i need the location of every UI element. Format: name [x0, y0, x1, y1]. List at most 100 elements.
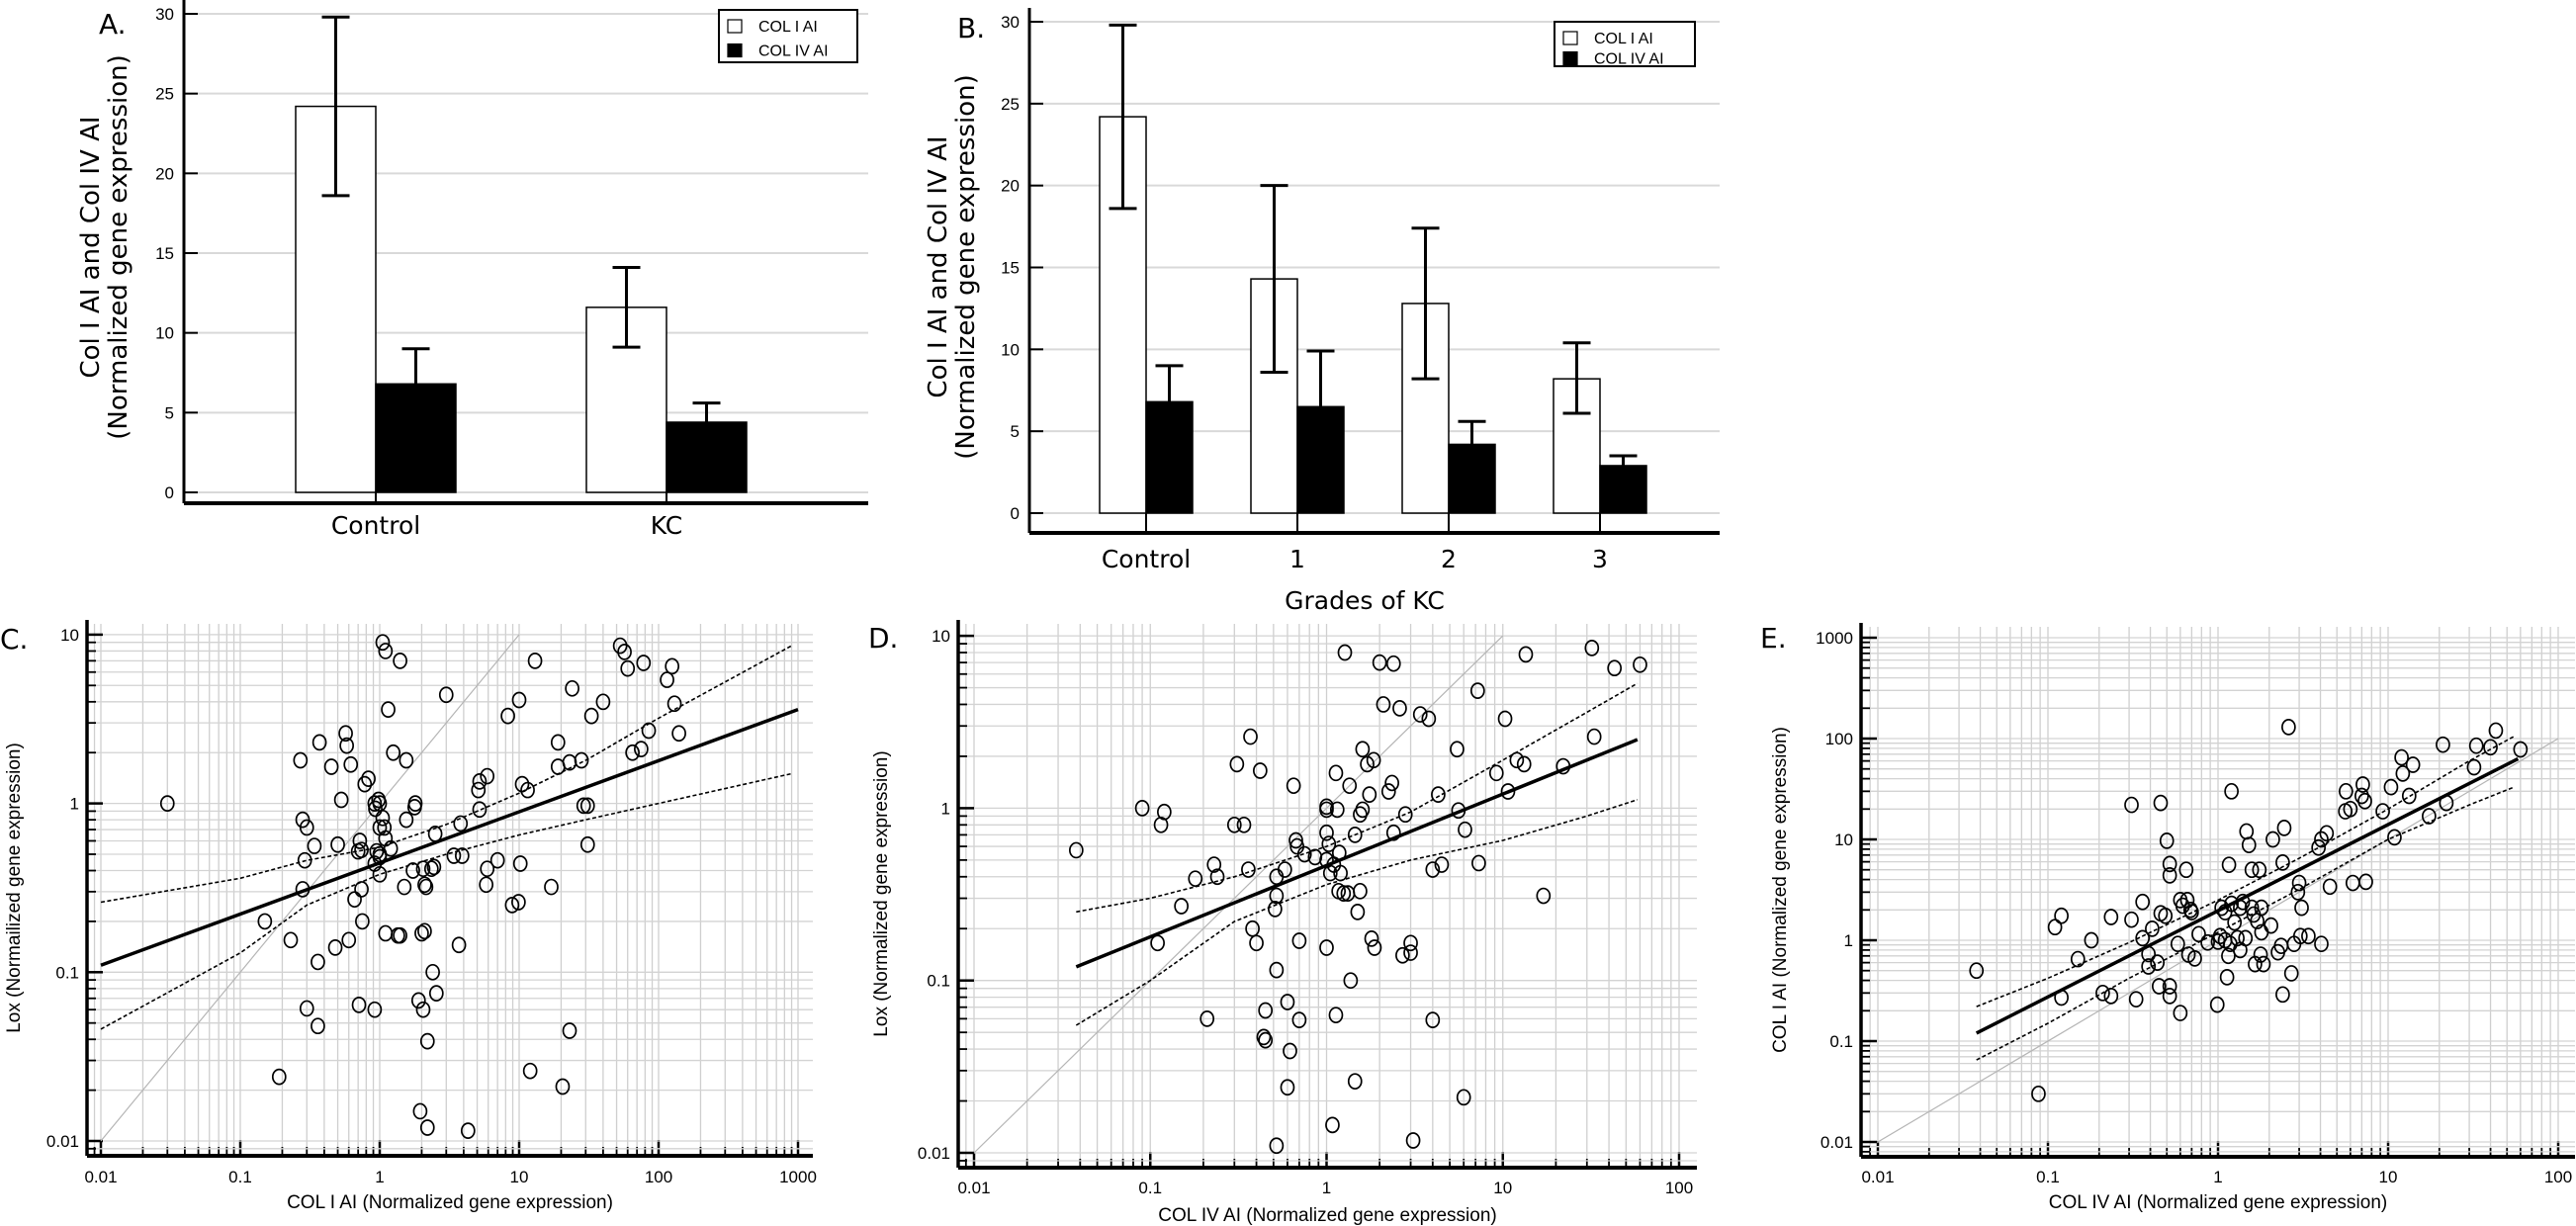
data-point — [1319, 939, 1334, 956]
data-point — [1328, 1007, 1344, 1024]
legend-swatch — [1562, 31, 1578, 45]
y-tick-label: 10 — [932, 627, 950, 646]
data-point — [576, 797, 591, 815]
bar-col-iv-3 — [1599, 465, 1647, 514]
y-tick-label: 20 — [155, 164, 174, 183]
data-point — [1258, 1002, 1274, 1019]
data-point — [671, 725, 686, 743]
panel-label: C. — [0, 623, 28, 656]
data-point — [397, 878, 412, 896]
data-point — [1403, 944, 1418, 961]
data-point — [451, 936, 467, 954]
data-point — [454, 847, 470, 864]
x-tick-label: 0.01 — [84, 1168, 117, 1186]
data-point — [514, 775, 530, 793]
data-point — [311, 1017, 325, 1035]
legend-label: COL IV AI — [1594, 51, 1664, 68]
x-tick-label: 0.01 — [957, 1179, 990, 1197]
data-point — [307, 837, 322, 854]
data-point — [299, 1000, 314, 1017]
legend: COL I AI COL IV AI — [718, 9, 858, 63]
data-point — [2439, 794, 2454, 812]
data-point — [1236, 816, 1252, 833]
data-point — [393, 926, 407, 944]
data-point — [1286, 777, 1301, 795]
data-point — [1471, 854, 1486, 872]
data-point — [1209, 868, 1225, 886]
regression-line — [100, 707, 799, 967]
data-point — [283, 931, 299, 949]
data-point — [1516, 755, 1532, 773]
y-tick-label: 1 — [1844, 931, 1853, 950]
data-point — [2135, 929, 2151, 947]
data-point — [512, 855, 528, 872]
y-tick-label: 20 — [1001, 177, 1020, 196]
data-point — [579, 835, 595, 853]
data-point — [355, 913, 370, 930]
data-point — [327, 939, 343, 956]
data-point — [293, 751, 309, 769]
bar-chart-b: 0 5 10 15 20 25 30 Control 1 2 3 B. Col I AI and Col… — [924, 8, 1720, 615]
y-tick-label: 0.1 — [927, 972, 950, 991]
data-point — [2311, 838, 2327, 856]
data-point — [2103, 988, 2119, 1005]
data-point — [1153, 816, 1169, 833]
data-point — [583, 707, 599, 725]
data-point — [1229, 755, 1245, 773]
legend-label: COL I AI — [1594, 31, 1653, 47]
panel-label: B. — [957, 12, 985, 44]
data-point — [427, 826, 443, 842]
data-point — [351, 997, 367, 1013]
y-axis-label: Lox (Normailized gene expression) — [4, 743, 25, 1033]
data-point — [1321, 835, 1337, 852]
data-point — [2191, 925, 2206, 943]
data-point — [2230, 929, 2245, 947]
legend: COL I AI COL IV AI — [1554, 21, 1696, 68]
x-tick-label: 10 — [1493, 1179, 1512, 1197]
data-point — [2221, 947, 2236, 965]
data-point — [423, 860, 439, 878]
data-point — [2200, 933, 2215, 951]
data-point — [323, 758, 339, 775]
data-point — [511, 691, 527, 709]
data-point — [480, 767, 495, 785]
data-point — [1397, 806, 1413, 824]
data-point — [1362, 786, 1377, 803]
data-point — [2178, 861, 2194, 879]
data-point — [1488, 764, 1504, 782]
data-point — [2150, 954, 2166, 971]
data-point — [412, 1102, 428, 1120]
data-point — [425, 963, 440, 981]
data-point — [2468, 737, 2484, 754]
data-point — [562, 1022, 577, 1039]
data-point — [2395, 765, 2411, 782]
y-axis-label: (Normalized gene expression) — [104, 54, 133, 439]
data-point — [2345, 874, 2360, 892]
data-point — [1188, 870, 1203, 888]
legend-label: COL IV AI — [758, 44, 829, 60]
legend-swatch — [1562, 50, 1578, 66]
data-point — [1395, 946, 1410, 964]
data-point — [2319, 825, 2335, 842]
data-point — [1412, 706, 1428, 723]
data-point — [339, 737, 354, 754]
data-point — [1425, 1011, 1441, 1028]
regression-line — [1075, 738, 1639, 969]
data-point — [2224, 895, 2239, 913]
data-point — [2187, 950, 2202, 967]
data-point — [1291, 1011, 1307, 1028]
data-point — [341, 931, 357, 949]
legend-label: COL I AI — [758, 19, 818, 36]
data-point — [368, 800, 383, 818]
data-point — [347, 891, 362, 909]
data-point — [565, 679, 579, 697]
y-tick-label: 1 — [70, 795, 79, 814]
legend-box — [1554, 21, 1696, 67]
data-point — [2184, 904, 2199, 920]
data-point — [2244, 861, 2260, 879]
data-point — [1385, 824, 1401, 841]
data-point — [2375, 803, 2390, 820]
data-point — [311, 734, 327, 751]
scatter-plot-e: 0.01 0.1 1 10 100 0.01 0.1 1 10 100 1000 E. COL IV A… — [1760, 622, 2575, 1213]
data-point — [544, 878, 559, 896]
